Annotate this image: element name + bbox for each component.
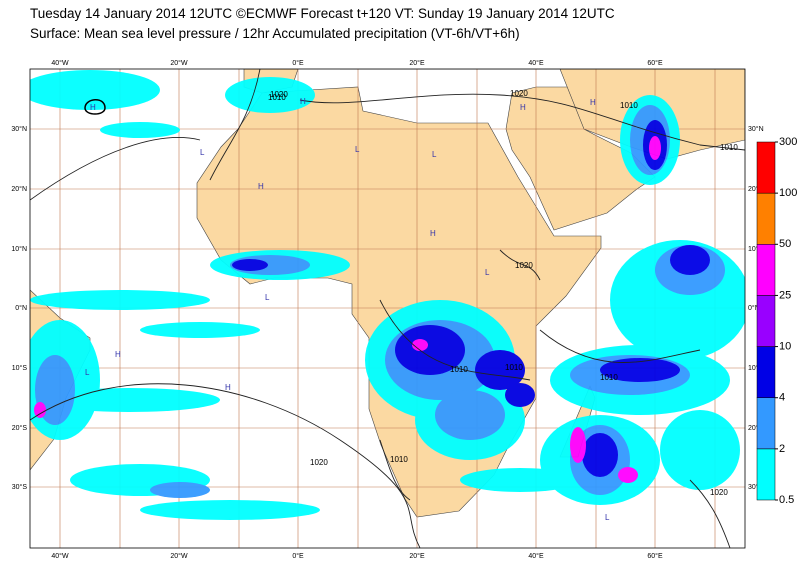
- pressure-centre: H: [258, 182, 264, 191]
- pressure-centre: L: [200, 148, 205, 157]
- title: Tuesday 14 January 2014 12UTC ©ECMWF For…: [30, 6, 615, 21]
- lat-label: 10°S: [12, 364, 28, 372]
- isobar-label: 1010: [268, 93, 286, 102]
- lat-label: 30°S: [12, 483, 28, 491]
- colorbar-segment: [756, 192, 776, 245]
- colorbar-label: 25: [779, 289, 791, 301]
- pressure-centre: L: [605, 513, 610, 522]
- isobar-label: 1010: [390, 455, 408, 464]
- lat-label: 20°S: [12, 424, 28, 432]
- lon-label: 20°E: [409, 59, 425, 67]
- colorbar-segment: [756, 295, 776, 347]
- isobar-label: 1020: [310, 458, 328, 467]
- isobar-label: 1020: [515, 261, 533, 270]
- isobars: [30, 69, 745, 548]
- lon-label: 60°E: [647, 552, 663, 560]
- isobar-label: 1010: [620, 101, 638, 110]
- colorbar-label: 2: [779, 443, 785, 455]
- colorbar-segment: [756, 397, 776, 450]
- pressure-centre: L: [265, 293, 270, 302]
- colorbar-label: 4: [779, 392, 785, 404]
- isobar-label: 1020: [270, 90, 288, 99]
- pressure-centre: H: [430, 229, 436, 238]
- lon-label: 60°E: [647, 59, 663, 67]
- isobar-label: 1010: [600, 373, 618, 382]
- lon-label: 20°E: [409, 552, 425, 560]
- labels: 40°W 40°W 20°W 20°W 0°E 0°E 20°E 20°E 40°E 40°E 60…: [11, 59, 763, 560]
- isobar-label: 1010: [450, 365, 468, 374]
- subtitle: Surface: Mean sea level pressure / 12hr …: [30, 26, 520, 41]
- pressure-centre: H: [90, 103, 96, 112]
- pressure-centre: H: [225, 383, 231, 392]
- legend: 0.5 2 4 10 25 50 100 300: [756, 136, 797, 506]
- lat-label: 10°N: [11, 245, 27, 253]
- lat-label: 10°N: [748, 245, 764, 253]
- pressure-centre: H: [115, 350, 121, 359]
- lon-label: 40°E: [528, 59, 544, 67]
- pressure-centre: H: [300, 97, 306, 106]
- colorbar-segment: [756, 244, 776, 296]
- lon-label: 0°E: [292, 59, 304, 67]
- colorbar-label: 300: [779, 136, 797, 148]
- lon-label: 20°W: [170, 59, 188, 67]
- colorbar-label: 10: [779, 340, 791, 352]
- pressure-centre: H: [520, 103, 526, 112]
- isobar-label: 1010: [720, 143, 738, 152]
- map: [30, 69, 745, 548]
- lat-label: 20°S: [748, 424, 764, 432]
- colorbar-label: 0.5: [779, 494, 794, 506]
- pressure-centre: L: [432, 150, 437, 159]
- colorbar-segment: [756, 141, 776, 194]
- lon-label: 40°E: [528, 552, 544, 560]
- lat-label: 30°S: [748, 483, 764, 491]
- colorbar-segment: [756, 448, 776, 501]
- lat-label: 30°N: [11, 125, 27, 133]
- colorbar-label: 50: [779, 238, 791, 250]
- pressure-centre: L: [85, 368, 90, 377]
- lat-label: 10°S: [748, 364, 764, 372]
- colorbar-label: 100: [779, 187, 797, 199]
- pressure-centre: L: [355, 145, 360, 154]
- colorbar-segment: [756, 346, 776, 398]
- isobar-label: 1020: [710, 488, 728, 497]
- lon-label: 20°W: [170, 552, 188, 560]
- lat-label: 20°N: [11, 185, 27, 193]
- lat-label: 0°N: [748, 304, 760, 312]
- pressure-centre: L: [485, 268, 490, 277]
- isobar-label: 1010: [505, 363, 523, 372]
- pressure-centre: H: [590, 98, 596, 107]
- lat-label: 30°N: [748, 125, 764, 133]
- lon-label: 0°E: [292, 552, 304, 560]
- lon-label: 40°W: [51, 552, 69, 560]
- isobar-label: 1020: [510, 89, 528, 98]
- lat-label: 20°N: [748, 185, 764, 193]
- lon-label: 40°W: [51, 59, 69, 67]
- lat-label: 0°N: [15, 304, 27, 312]
